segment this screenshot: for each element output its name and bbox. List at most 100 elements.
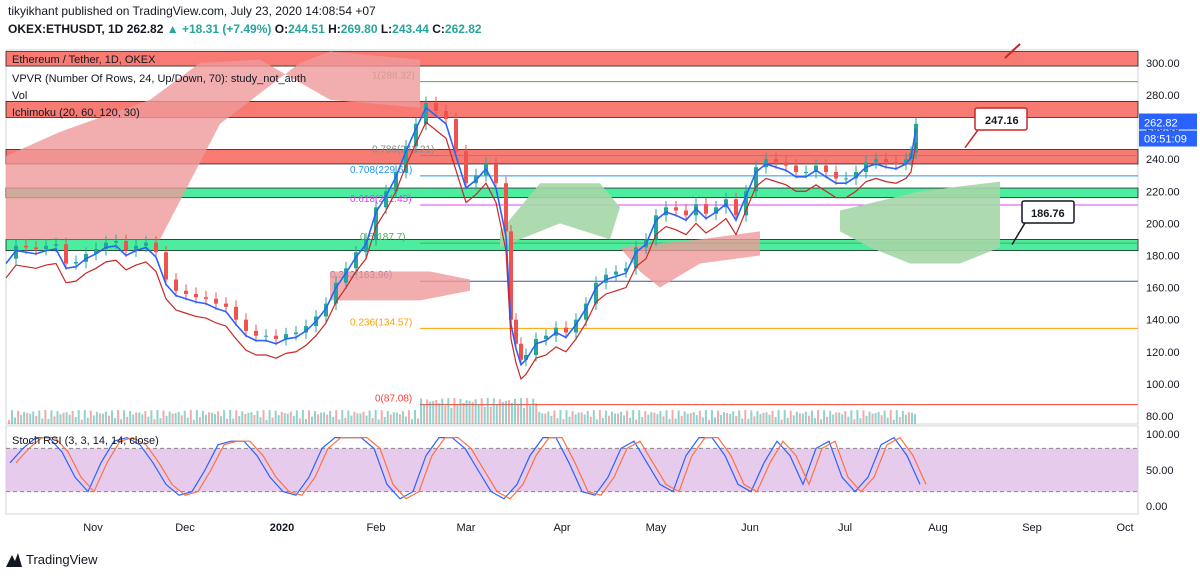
volume-bar [104, 411, 107, 424]
candle-body [394, 171, 398, 192]
volume-bar [807, 415, 810, 424]
volume-bar [547, 411, 550, 424]
volume-bar [250, 412, 253, 424]
volume-bar [592, 410, 595, 424]
volume-bar [571, 411, 574, 424]
volume-bar [795, 411, 798, 424]
volume-bar [835, 412, 838, 424]
volume-bar [674, 418, 677, 424]
footer[interactable]: TradingView [6, 552, 98, 567]
candle-body [14, 245, 18, 259]
candle-body [784, 162, 788, 166]
volume-bar [626, 410, 629, 424]
candle-body [404, 146, 408, 172]
volume-bar [501, 402, 504, 424]
price-chart[interactable]: 1(288.32)0.786(242.21)0.708(229.61)0.618… [0, 40, 1200, 552]
volume-bar [610, 411, 613, 424]
volume-bar [280, 411, 283, 424]
candle-body [144, 242, 148, 246]
volume-bar [601, 418, 604, 424]
volume-bar [253, 414, 256, 424]
volume-bar [765, 412, 768, 424]
candle-body [334, 282, 338, 304]
volume-bar [759, 414, 762, 424]
volume-bar [168, 411, 171, 424]
volume-bar [877, 411, 880, 424]
volume-bar [223, 410, 226, 424]
volume-bar [368, 410, 371, 424]
volume-bar [426, 399, 429, 424]
change: +18.31 (+7.49%) [181, 22, 272, 36]
candle-body [214, 298, 218, 304]
time-tick: Mar [457, 522, 476, 534]
volume-bar [677, 410, 680, 424]
volume-bar [756, 411, 759, 424]
zone-red-1 [5, 100, 1139, 118]
candle-body [744, 191, 748, 216]
volume-bar [180, 415, 183, 424]
volume-bar [504, 400, 507, 424]
volume-bar [220, 416, 223, 424]
stoch-k-line [9, 436, 921, 500]
candle-body [524, 354, 528, 360]
fib-label: 0(87.08) [375, 394, 412, 405]
volume-bar [301, 410, 304, 424]
volume-bar [662, 416, 665, 424]
volume-bar [80, 419, 83, 424]
volume-bar [468, 400, 471, 424]
candle-body [104, 242, 108, 250]
volume-bar [656, 414, 659, 424]
candle-body [74, 261, 78, 264]
volume-bar [423, 403, 426, 424]
candle-body [184, 290, 188, 294]
volume-bar [474, 399, 477, 424]
volume-bar [774, 417, 777, 424]
cloud-green [500, 183, 620, 248]
volume-bar [617, 413, 620, 424]
candle-body [624, 268, 628, 272]
volume-bar [813, 418, 816, 424]
volume-bar [862, 410, 865, 424]
volume-bar [177, 411, 180, 424]
candle-body [424, 102, 428, 124]
volume-bar [101, 413, 104, 424]
volume-bar [20, 415, 23, 424]
candle-body [504, 183, 508, 232]
volume-bar [235, 410, 238, 424]
volume-bar [556, 418, 559, 424]
volume-bar [341, 410, 344, 424]
volume-bar [550, 415, 553, 424]
countdown-tag [1139, 130, 1197, 147]
candle-body [324, 303, 328, 317]
volume-bar [486, 398, 489, 424]
candle-body [44, 245, 48, 250]
volume-bar [150, 410, 153, 424]
close: 262.82 [444, 22, 482, 36]
volume-bar [347, 410, 350, 424]
volume-bar [398, 414, 401, 424]
callout-pointer-2 [1011, 222, 1026, 245]
legend-vol: Vol [12, 90, 27, 102]
volume-bar [356, 413, 359, 424]
open: 244.51 [288, 22, 325, 36]
candle-body [534, 338, 538, 355]
volume-bar [283, 413, 286, 424]
candle-body [444, 110, 448, 120]
volume-bar [886, 417, 889, 424]
stoch-d-line [15, 436, 927, 500]
volume-bar [595, 419, 598, 424]
candle-body [514, 319, 518, 344]
candle-body [904, 159, 908, 164]
low: 243.44 [392, 22, 429, 36]
volume-bar [14, 417, 17, 424]
volume-bar [365, 415, 368, 424]
volume-bar [792, 415, 795, 424]
callout-pointer-1 [964, 129, 979, 149]
price-tick: 240.00 [1146, 154, 1180, 166]
volume-bar [541, 413, 544, 424]
volume-bar [495, 404, 498, 424]
volume-bar [401, 411, 404, 424]
volume-bar [838, 412, 841, 424]
callout-box-2 [1021, 200, 1075, 224]
volume-bar [386, 410, 389, 424]
